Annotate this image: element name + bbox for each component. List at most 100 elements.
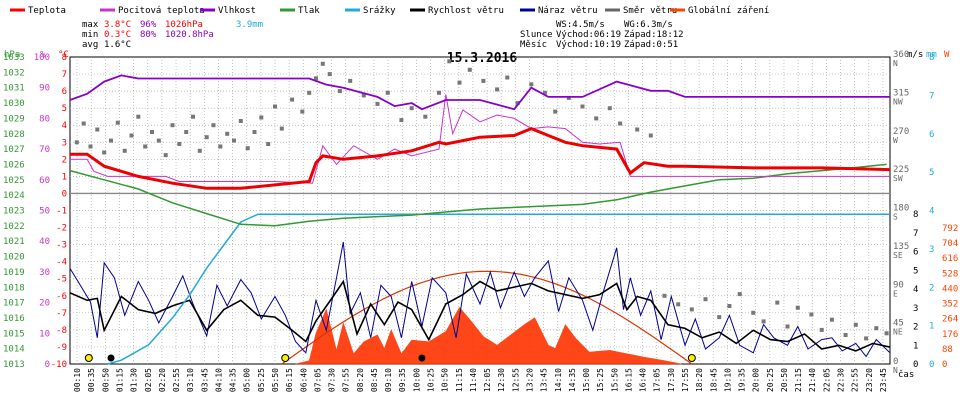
- x-tick: 14:35: [568, 368, 577, 392]
- direction-point: [481, 78, 486, 83]
- direction-point: [375, 101, 380, 106]
- direction-name: W: [893, 136, 898, 145]
- direction-point: [580, 104, 585, 109]
- radiation-tick: 616: [942, 254, 958, 264]
- unit-temperature: °C: [58, 50, 69, 60]
- series-apparent-temperature: [70, 94, 890, 184]
- series-pressure: [69, 163, 887, 227]
- stat-min-temp: 0.3°C: [104, 30, 131, 40]
- x-tick: 00:35: [87, 368, 96, 392]
- humidity-tick: 50: [39, 207, 50, 217]
- x-tick: 02:05: [144, 368, 153, 392]
- temperature-tick: -8: [56, 326, 67, 336]
- direction-point: [197, 148, 202, 153]
- humidity-tick: 40: [39, 237, 50, 247]
- temperature-tick: -1: [56, 207, 67, 217]
- humidity-tick: 100: [34, 53, 50, 63]
- temperature-tick: -7: [56, 309, 67, 319]
- x-tick: 09:35: [398, 368, 407, 392]
- x-tick: 13:45: [540, 368, 549, 392]
- direction-point: [761, 319, 766, 324]
- x-tick: 03:45: [200, 368, 209, 392]
- direction-point: [129, 133, 134, 138]
- legend-label: Teplota: [28, 6, 66, 16]
- temperature-tick: 6: [62, 87, 67, 97]
- pressure-tick: 1014: [3, 345, 25, 355]
- direction-point: [676, 302, 681, 307]
- sun-marker: [687, 354, 696, 362]
- legend: Teplota Pocitová teplota Vlhkost Tlak Srážky…: [10, 6, 769, 16]
- radiation-tick: 792: [942, 224, 958, 234]
- legend-label: Náraz větru: [538, 6, 598, 16]
- unit-radiation: W: [944, 50, 950, 60]
- pressure-tick: 1013: [3, 360, 25, 370]
- temperature-tick: -6: [56, 292, 67, 302]
- direction-point: [607, 106, 612, 111]
- temperature-tick: -3: [56, 241, 67, 251]
- direction-point: [751, 310, 756, 315]
- wg-value: WG:6.3m/s: [624, 20, 673, 30]
- x-tick: 21:15: [794, 368, 803, 392]
- rain-tick: 6: [929, 130, 934, 140]
- legend-label: Pocitová teplota: [118, 6, 205, 16]
- stat-max-rain: 3.9mm: [236, 20, 263, 30]
- series-humidity: [69, 74, 890, 111]
- temperature-tick: 4: [62, 121, 67, 131]
- legend-label: Globální záření: [688, 6, 769, 16]
- direction-point: [529, 82, 534, 87]
- x-tick: 15:25: [596, 368, 605, 392]
- direction-point: [703, 297, 708, 302]
- humidity-tick: 70: [39, 145, 50, 155]
- series-wind-gust: [69, 242, 891, 358]
- x-tick: 01:15: [115, 368, 124, 392]
- direction-point: [785, 324, 790, 329]
- unit-wind: m/s: [907, 50, 923, 60]
- stat-min-press: 1020.8hPa: [165, 30, 214, 40]
- stat-max-hum: 96%: [140, 20, 157, 30]
- direction-point: [300, 109, 305, 114]
- x-axis-label: čas: [898, 369, 914, 380]
- series-rain: [107, 213, 890, 365]
- direction-point: [102, 150, 107, 155]
- direction-point: [273, 104, 277, 109]
- pressure-tick: 1017: [3, 299, 25, 309]
- x-tick: 06:40: [299, 368, 308, 392]
- pressure-tick: 1024: [3, 191, 25, 201]
- direction-point: [505, 75, 510, 80]
- direction-point: [515, 101, 520, 106]
- direction-point: [337, 89, 342, 94]
- temperature-tick: 2: [62, 155, 67, 165]
- stat-min-hum: 80%: [140, 30, 157, 40]
- x-tick: 10:50: [441, 368, 450, 392]
- radiation-tick: 704: [942, 239, 958, 249]
- x-tick: 19:10: [723, 368, 732, 392]
- pressure-tick: 1026: [3, 160, 25, 170]
- wind-tick: 1: [913, 341, 918, 351]
- temperature-tick: 5: [62, 104, 67, 114]
- x-tick: 12:30: [497, 368, 506, 392]
- sun-rise: Východ:06:19: [556, 30, 621, 40]
- direction-point: [385, 90, 390, 95]
- temperature-tick: 3: [62, 138, 67, 148]
- direction-point: [238, 119, 243, 123]
- rain-tick: 4: [929, 207, 934, 217]
- direction-point: [320, 61, 325, 66]
- humidity-tick: 30: [39, 268, 50, 278]
- direction-point: [717, 315, 722, 320]
- direction-point: [232, 138, 236, 143]
- pressure-tick: 1028: [3, 130, 25, 140]
- humidity-tick: 20: [39, 299, 50, 309]
- direction-point: [348, 78, 353, 83]
- axes: 1013101410151016101710181019102010211022…: [3, 50, 958, 392]
- wind-tick: 2: [913, 323, 918, 333]
- x-tick: 05:50: [271, 368, 280, 392]
- stat-max-temp: 3.8°C: [104, 20, 131, 30]
- wind-tick: 7: [913, 229, 918, 239]
- direction-tick: 270: [893, 127, 909, 137]
- unit-pressure: hPa: [4, 50, 20, 60]
- direction-point: [211, 123, 216, 128]
- x-tick: 15:50: [610, 368, 619, 392]
- rain-tick: 1: [929, 322, 934, 332]
- direction-point: [635, 127, 640, 132]
- series-radiation: [295, 306, 682, 365]
